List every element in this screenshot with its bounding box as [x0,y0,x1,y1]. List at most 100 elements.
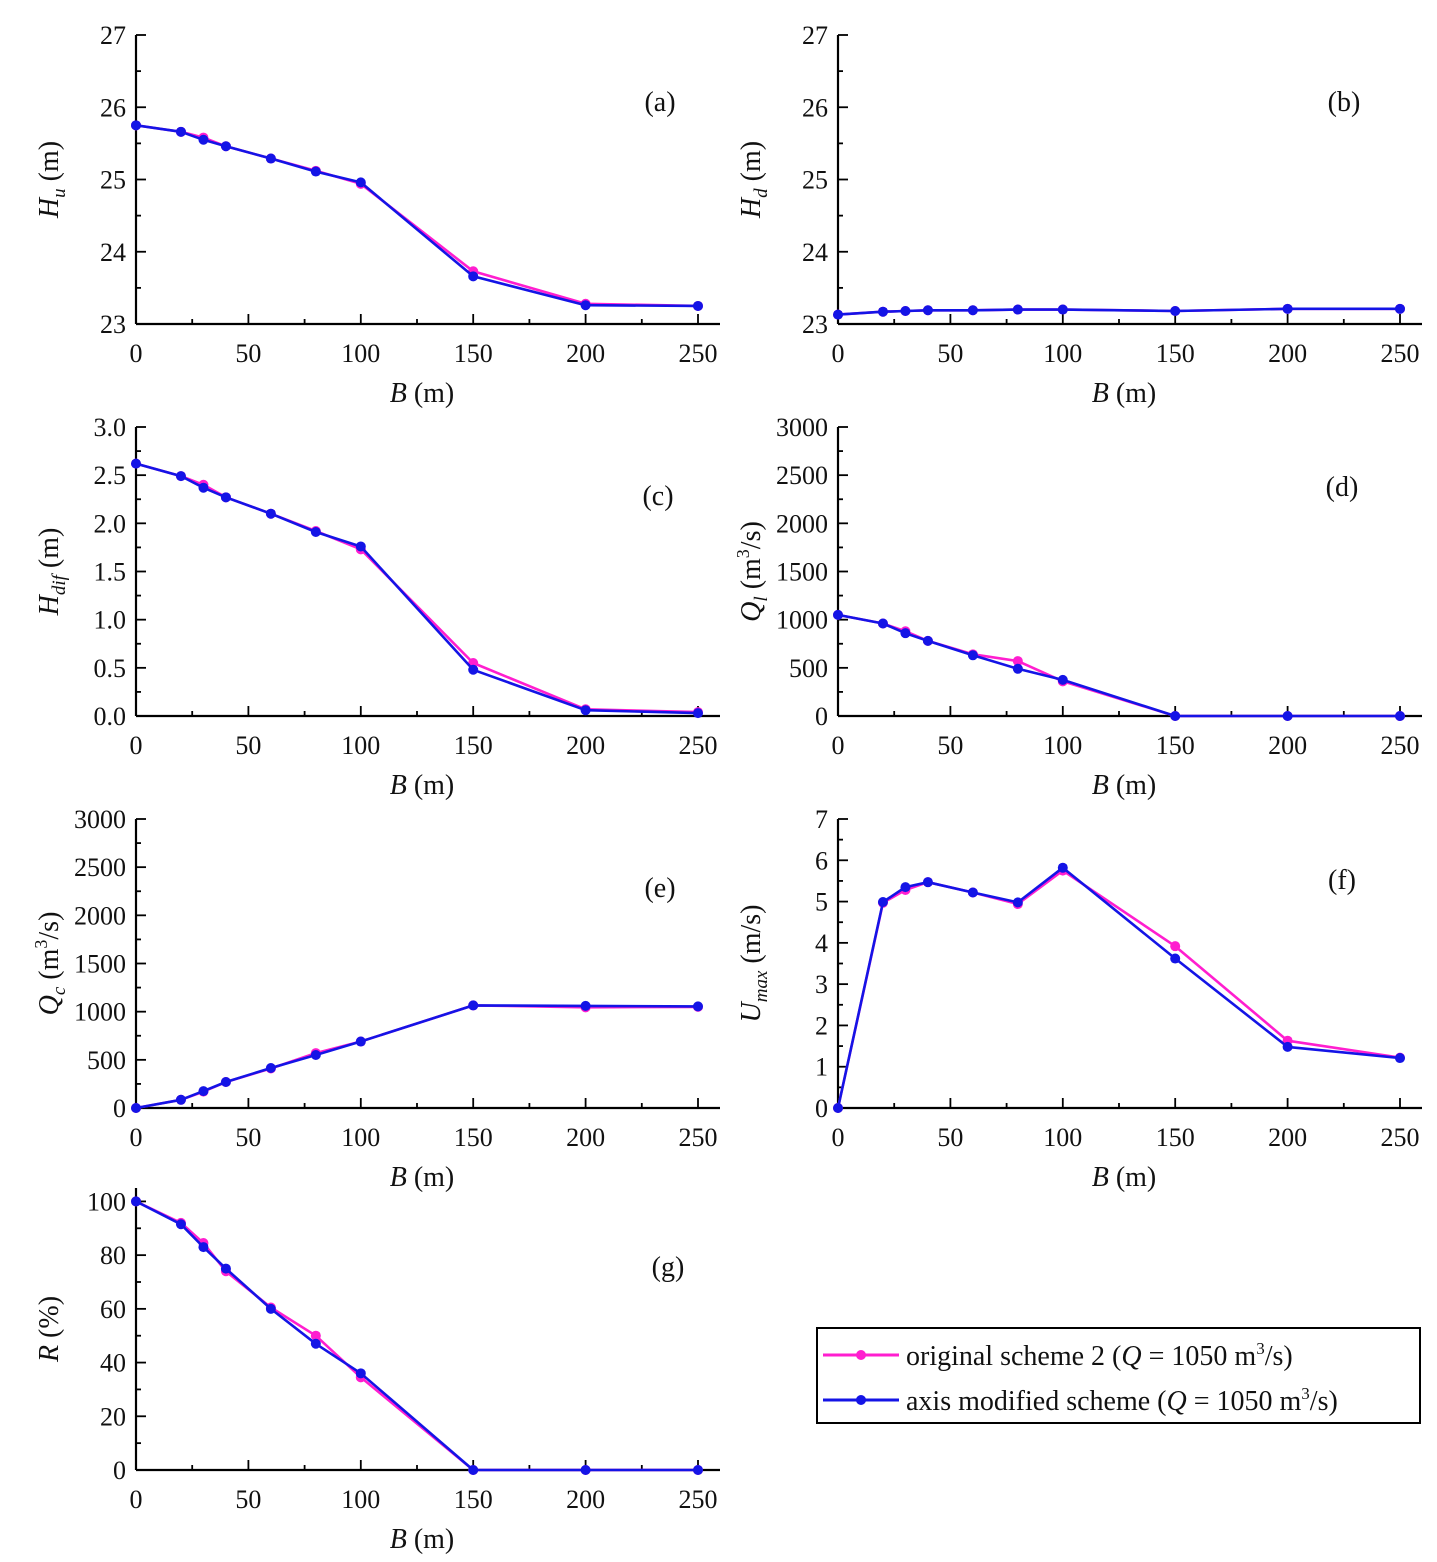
data-point [1012,897,1023,908]
data-point [1282,303,1293,314]
data-point [1012,656,1023,667]
series-line [836,869,1401,1109]
y-axis-label-sup: 3 [31,940,51,949]
y-tick-label: 2500 [776,461,828,490]
series-line [837,613,1400,718]
data-point [310,527,321,538]
x-axis-label-var: B [390,1162,407,1193]
x-axis-label: B (m) [390,1524,455,1555]
y-tick-label: 1000 [776,606,828,635]
y-axis-label-unit: (m) [736,141,767,188]
data-point [877,306,888,317]
y-tick-label: 25 [802,166,828,195]
x-tick-label: 250 [679,1485,718,1514]
y-tick-label: 5 [815,888,828,917]
x-tick-label: 200 [566,339,605,368]
x-tick-label: 50 [235,1485,261,1514]
data-point [175,126,186,137]
data-point [265,1063,276,1074]
data-point [580,1465,591,1475]
y-axis-label-sub: l [751,596,772,601]
legend-label-axis-modified: axis modified scheme (Q = 1050 m3/s) [906,1384,1338,1417]
series-line [135,1200,698,1472]
y-axis-label-unit: (m) [34,141,65,188]
legend-item-original: original scheme 2 (Q = 1050 m3/s) [823,1339,1293,1372]
data-point [310,1338,321,1349]
x-tick-label: 0 [832,339,845,368]
y-axis-label-unit: (%) [34,1296,65,1345]
x-tick-label: 200 [566,1485,605,1514]
y-tick-label: 500 [87,1046,126,1075]
data-point [1170,305,1181,316]
legend-frame [816,1327,1421,1424]
x-axis-label: B (m) [390,1162,455,1193]
data-point [900,305,911,316]
y-tick-label: 27 [100,21,126,50]
x-tick-label: 100 [1043,731,1082,760]
x-tick-label: 50 [235,1123,261,1152]
data-point [967,887,978,898]
data-point [922,635,933,646]
panel-tag-f: (f) [1328,865,1356,896]
panel-tag-e: (e) [644,873,675,904]
data-point [693,708,703,719]
data-point [922,305,933,316]
y-axis-label-var: U [736,1001,767,1023]
panel-f: 0 50 100 150 200 250 0 1 2 3 4 5 6 7 B (m) Umax (m/s) (f… [736,805,1422,1193]
y-tick-label: 4 [815,929,828,958]
x-axis-label-unit: (m) [407,1162,454,1193]
panel-tag-a: (a) [644,87,675,118]
data-point [833,309,843,320]
x-tick-label: 100 [341,1123,380,1152]
series-original [131,120,703,311]
y-axis-label-tail: /s) [736,521,767,549]
x-tick-label: 50 [235,731,261,760]
x-tick-label: 250 [1381,731,1420,760]
data-point [468,1000,479,1011]
data-point [468,664,479,675]
y-tick-label: 0 [815,1094,828,1123]
y-tick-label: 24 [100,238,126,267]
x-axis-label: B (m) [1092,770,1157,801]
y-tick-label: 0.5 [94,654,127,683]
y-axis-label: Hd (m) [736,141,772,219]
x-tick-label: 100 [341,339,380,368]
y-axis-label-tail: /s) [34,912,65,940]
y-axis-label-sub: d [751,188,772,198]
y-tick-label: 3 [815,970,828,999]
data-point [265,508,276,519]
data-point [1395,1053,1405,1064]
series-axis-modified [131,1196,703,1475]
x-tick-label: 100 [341,731,380,760]
series-line [135,462,699,715]
data-point [175,1219,186,1230]
y-tick-label: 0 [815,702,828,731]
data-point [833,609,843,620]
data-point [580,705,591,716]
y-axis-label-unit: (m [34,948,65,986]
y-axis-label-sub: dif [49,572,70,595]
y-tick-label: 1500 [74,950,126,979]
x-tick-label: 0 [130,731,143,760]
y-axis-label: Hu (m) [34,141,70,219]
data-point [900,882,911,893]
data-point [198,1086,209,1097]
series-line [135,1004,699,1110]
x-tick-label: 50 [937,1123,963,1152]
x-axis-label-var: B [1092,378,1109,409]
x-axis-label-unit: (m) [1109,378,1156,409]
series-line [135,124,699,308]
y-tick-label: 23 [802,310,828,339]
y-tick-label: 7 [815,805,828,834]
data-point [131,1196,141,1207]
x-axis-label-var: B [390,770,407,801]
legend-item-axis-modified: axis modified scheme (Q = 1050 m3/s) [823,1384,1338,1417]
x-tick-label: 0 [130,1485,143,1514]
data-point [265,153,276,164]
x-tick-label: 200 [566,1123,605,1152]
y-tick-label: 500 [789,654,828,683]
panel-d: 0 50 100 150 200 250050010001500200025003000B… [733,413,1422,801]
series-line [135,1200,698,1472]
x-tick-label: 0 [130,339,143,368]
